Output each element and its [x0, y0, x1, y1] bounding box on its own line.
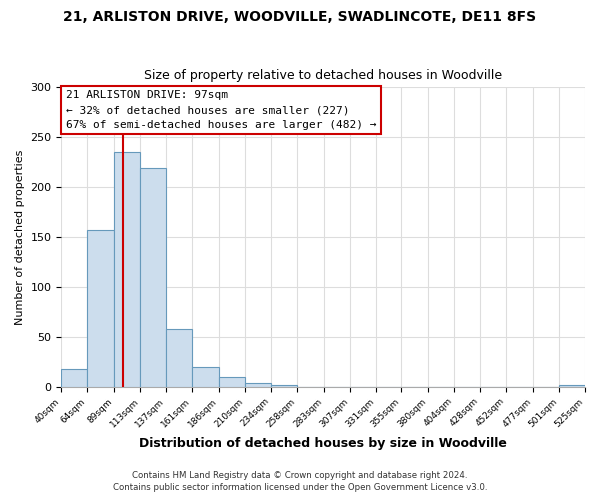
Bar: [192, 367, 219, 387]
Bar: [140, 168, 166, 387]
Text: 21 ARLISTON DRIVE: 97sqm
← 32% of detached houses are smaller (227)
67% of semi-: 21 ARLISTON DRIVE: 97sqm ← 32% of detach…: [66, 90, 376, 130]
Bar: [245, 383, 271, 387]
Bar: [88, 230, 115, 387]
Text: Contains HM Land Registry data © Crown copyright and database right 2024.
Contai: Contains HM Land Registry data © Crown c…: [113, 471, 487, 492]
Bar: [271, 385, 297, 387]
Bar: [559, 385, 585, 387]
Bar: [166, 329, 192, 387]
X-axis label: Distribution of detached houses by size in Woodville: Distribution of detached houses by size …: [139, 437, 507, 450]
Text: 21, ARLISTON DRIVE, WOODVILLE, SWADLINCOTE, DE11 8FS: 21, ARLISTON DRIVE, WOODVILLE, SWADLINCO…: [64, 10, 536, 24]
Bar: [219, 377, 245, 387]
Title: Size of property relative to detached houses in Woodville: Size of property relative to detached ho…: [144, 69, 502, 82]
Bar: [61, 369, 88, 387]
Y-axis label: Number of detached properties: Number of detached properties: [15, 150, 25, 325]
Bar: [115, 152, 140, 387]
